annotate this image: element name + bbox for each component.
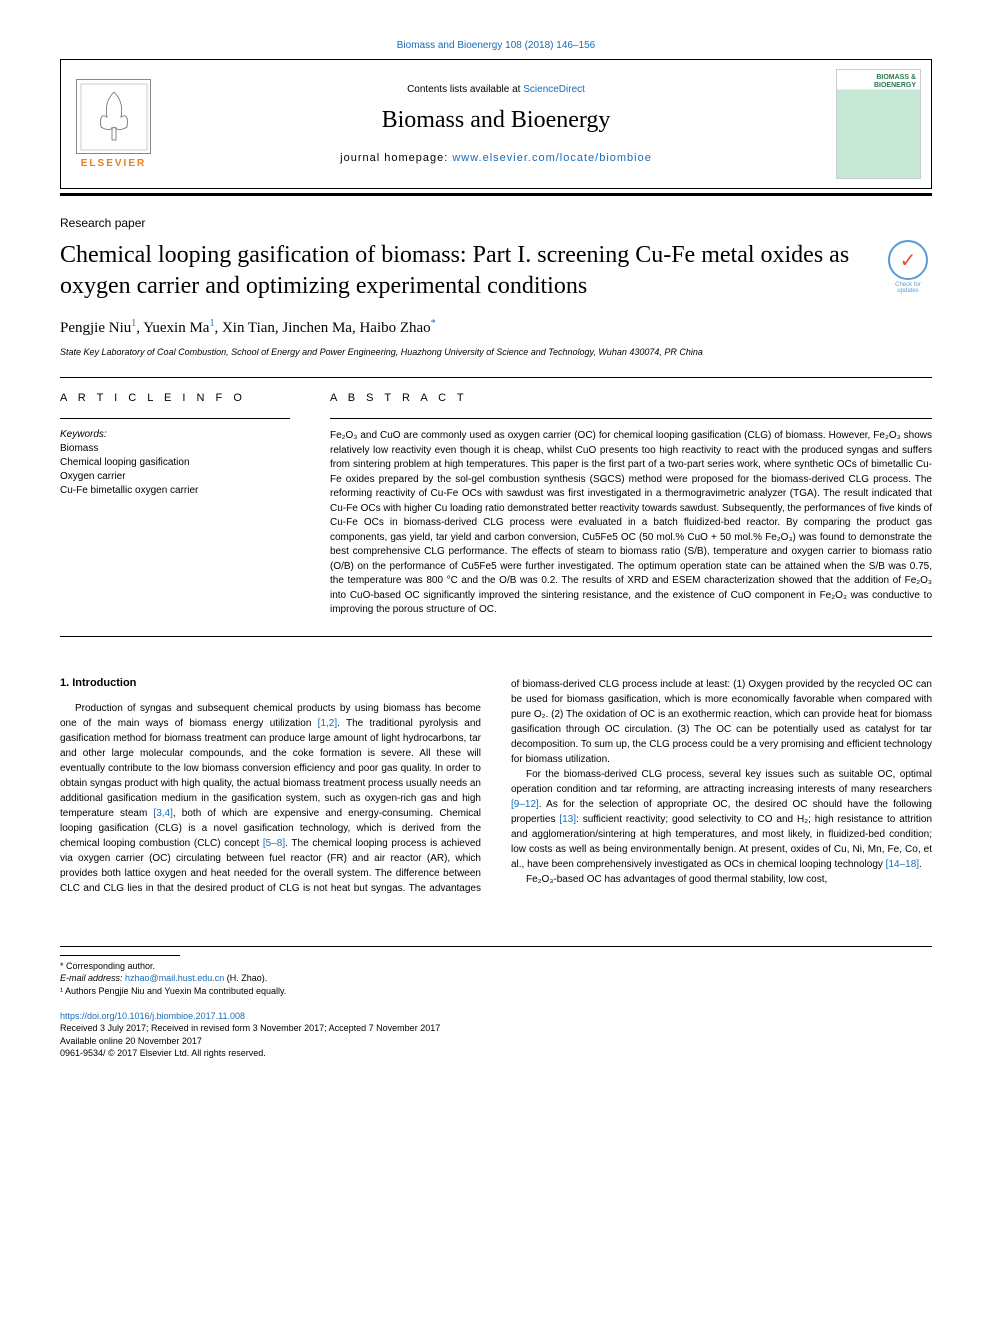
intro-heading: 1. Introduction [60,677,481,689]
homepage-prefix: journal homepage: [340,152,452,164]
body-text-seg: For the biomass-derived CLG process, sev… [511,769,932,795]
contribution-note: ¹ Authors Pengjie Niu and Yuexin Ma cont… [60,985,932,998]
intro-paragraph-3: Fe₂O₃-based OC has advantages of good th… [511,872,932,887]
abstract-column: A B S T R A C T Fe₂O₃ and CuO are common… [330,392,932,618]
contents-line: Contents lists available at ScienceDirec… [407,84,585,95]
journal-header: ELSEVIER Contents lists available at Sci… [60,59,932,189]
article-info-column: A R T I C L E I N F O Keywords: Biomass … [60,392,290,618]
intro-paragraph-2: For the biomass-derived CLG process, sev… [511,767,932,872]
header-center: Contents lists available at ScienceDirec… [166,60,826,188]
citation-link[interactable]: [14–18] [886,859,919,870]
email-label: E-mail address: [60,973,125,983]
homepage-link[interactable]: www.elsevier.com/locate/biombioe [452,152,652,164]
paper-type: Research paper [60,216,932,230]
journal-name: Biomass and Bioenergy [382,107,611,134]
authors: Pengjie Niu1, Yuexin Ma1, Xin Tian, Jinc… [60,318,932,337]
elsevier-tree-icon [76,79,151,154]
corresponding-note: * Corresponding author. [60,960,932,973]
keyword: Biomass [60,442,290,456]
divider-bottom [60,636,932,637]
citation-link[interactable]: [3,4] [153,808,172,819]
email-link[interactable]: hzhao@mail.hust.edu.cn [125,973,224,983]
homepage-line: journal homepage: www.elsevier.com/locat… [340,152,652,164]
keywords-label: Keywords: [60,429,290,440]
email-suffix: (H. Zhao). [224,973,267,983]
citation-link[interactable]: [9–12] [511,799,539,810]
corresponding-asterisk[interactable]: * [431,318,436,329]
online-line: Available online 20 November 2017 [60,1035,932,1048]
email-line: E-mail address: hzhao@mail.hust.edu.cn (… [60,972,932,985]
footnote-rule [60,955,180,956]
keyword: Chemical looping gasification [60,456,290,470]
citation-link[interactable]: [13] [559,814,576,825]
check-updates-badge[interactable]: ✓ Check for updates [884,240,932,300]
journal-cover-block: BIOMASS & BIOENERGY [826,60,931,188]
body-text-seg: . [919,859,922,870]
doi-link[interactable]: https://doi.org/10.1016/j.biombioe.2017.… [60,1011,245,1021]
footer: * Corresponding author. E-mail address: … [60,946,932,1060]
sciencedirect-link[interactable]: ScienceDirect [523,84,585,95]
elsevier-text: ELSEVIER [81,158,146,169]
keyword: Oxygen carrier [60,470,290,484]
author-rest: Xin Tian, Jinchen Ma, Haibo Zhao [222,320,431,336]
cover-title-1: BIOMASS & [837,74,920,82]
header-divider [60,193,932,196]
author-1: Pengjie Niu [60,320,131,336]
citation-link[interactable]: [5–8] [263,838,285,849]
info-divider [60,418,290,419]
abstract-divider [330,418,932,419]
paper-title: Chemical looping gasification of biomass… [60,240,864,302]
affiliation: State Key Laboratory of Coal Combustion,… [60,347,932,357]
received-line: Received 3 July 2017; Received in revise… [60,1022,932,1035]
abstract-header: A B S T R A C T [330,392,932,404]
body-text-seg: . The traditional pyrolysis and gasifica… [60,718,481,819]
copyright-line: 0961-9534/ © 2017 Elsevier Ltd. All righ… [60,1047,932,1060]
cover-title-2: BIOENERGY [837,82,920,90]
author-note-1[interactable]: 1 [131,318,136,329]
author-note-2[interactable]: 1 [209,318,214,329]
citation-link[interactable]: [1,2] [318,718,337,729]
journal-issue-link[interactable]: Biomass and Bioenergy 108 (2018) 146–156 [60,40,932,51]
elsevier-logo-block: ELSEVIER [61,60,166,188]
journal-cover-icon: BIOMASS & BIOENERGY [836,69,921,179]
article-info-header: A R T I C L E I N F O [60,392,290,404]
abstract-text: Fe₂O₃ and CuO are commonly used as oxyge… [330,429,932,618]
keyword: Cu-Fe bimetallic oxygen carrier [60,484,290,498]
check-updates-text: Check for updates [884,282,932,294]
contents-prefix: Contents lists available at [407,84,523,95]
bookmark-icon: ✓ [900,248,917,273]
author-2: Yuexin Ma [143,320,209,336]
divider-top [60,377,932,378]
